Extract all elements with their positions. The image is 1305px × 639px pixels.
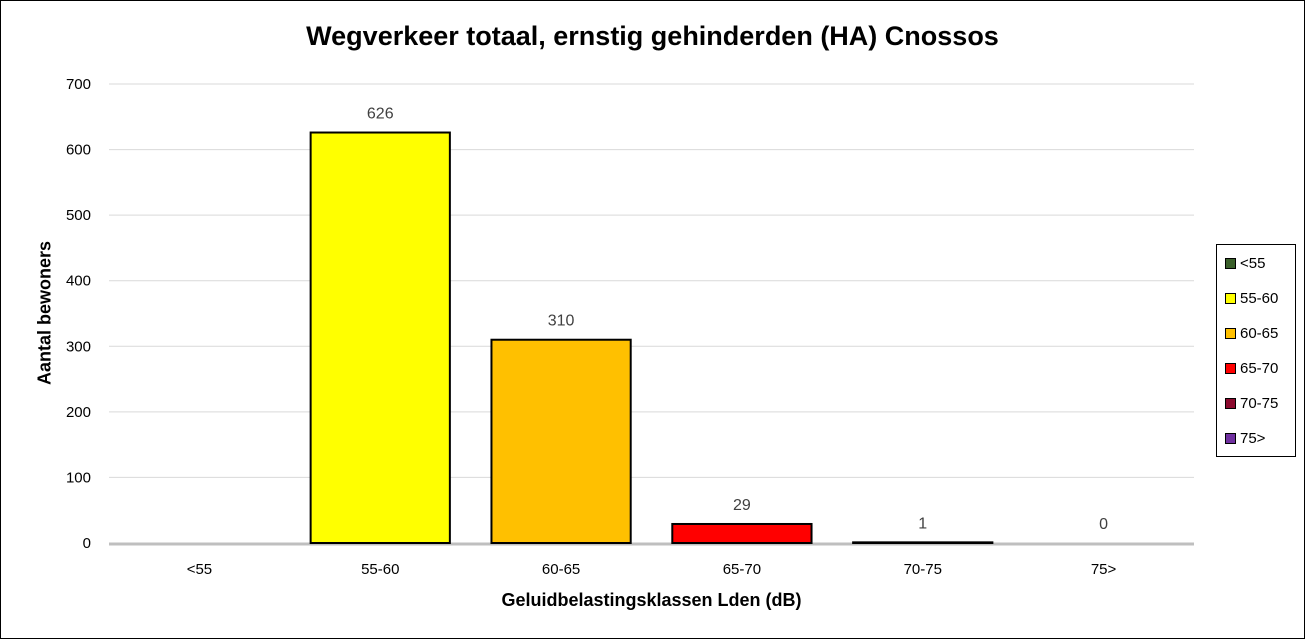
y-tick-label: 500 <box>66 207 91 224</box>
x-axis-title: Geluidbelastingsklassen Lden (dB) <box>501 590 802 610</box>
legend-item: 70-75 <box>1225 393 1278 413</box>
x-tick-label: <55 <box>187 561 212 578</box>
data-label: 310 <box>548 313 575 330</box>
y-tick-label: 400 <box>66 273 91 290</box>
legend-item: 60-65 <box>1225 323 1278 343</box>
bar-55-60 <box>309 131 451 544</box>
x-tick-label: 55-60 <box>361 561 399 578</box>
legend-label: 65-70 <box>1240 359 1279 377</box>
data-label: 0 <box>1099 516 1108 533</box>
data-label: 29 <box>733 497 751 514</box>
x-tick-label: 60-65 <box>542 561 580 578</box>
legend-item: <55 <box>1225 253 1265 273</box>
y-tick-label: 600 <box>66 142 91 159</box>
legend-swatch <box>1225 292 1236 304</box>
y-tick-label: 300 <box>66 338 91 355</box>
legend: <55 55-60 60-65 65-70 70-75 75> <box>1216 244 1296 457</box>
plot-background <box>109 84 1194 543</box>
legend-item: 75> <box>1225 428 1265 448</box>
legend-swatch <box>1225 362 1236 374</box>
bar-70-75 <box>852 541 994 545</box>
bar-65-70 <box>671 522 813 545</box>
y-tick-label: 100 <box>66 469 91 486</box>
legend-item: 65-70 <box>1225 358 1278 378</box>
y-tick-label: 200 <box>66 404 91 421</box>
legend-label: <55 <box>1240 254 1266 272</box>
x-tick-label: 75> <box>1091 561 1117 578</box>
data-label: 626 <box>367 106 394 123</box>
x-tick-label: 70-75 <box>904 561 942 578</box>
legend-swatch <box>1225 397 1236 409</box>
legend-swatch <box>1225 432 1236 444</box>
chart-title: Wegverkeer totaal, ernstig gehinderden (… <box>306 21 999 51</box>
legend-label: 60-65 <box>1240 324 1279 342</box>
legend-label: 75> <box>1240 429 1266 447</box>
legend-label: 70-75 <box>1240 394 1279 412</box>
legend-swatch <box>1225 327 1236 339</box>
y-tick-label: 0 <box>83 535 91 552</box>
y-tick-label: 700 <box>66 76 91 93</box>
x-tick-label: 65-70 <box>723 561 761 578</box>
legend-item: 55-60 <box>1225 288 1278 308</box>
legend-swatch <box>1225 257 1236 269</box>
data-label: 1 <box>918 515 927 532</box>
legend-label: 55-60 <box>1240 289 1279 307</box>
bar-60-65 <box>490 338 632 544</box>
